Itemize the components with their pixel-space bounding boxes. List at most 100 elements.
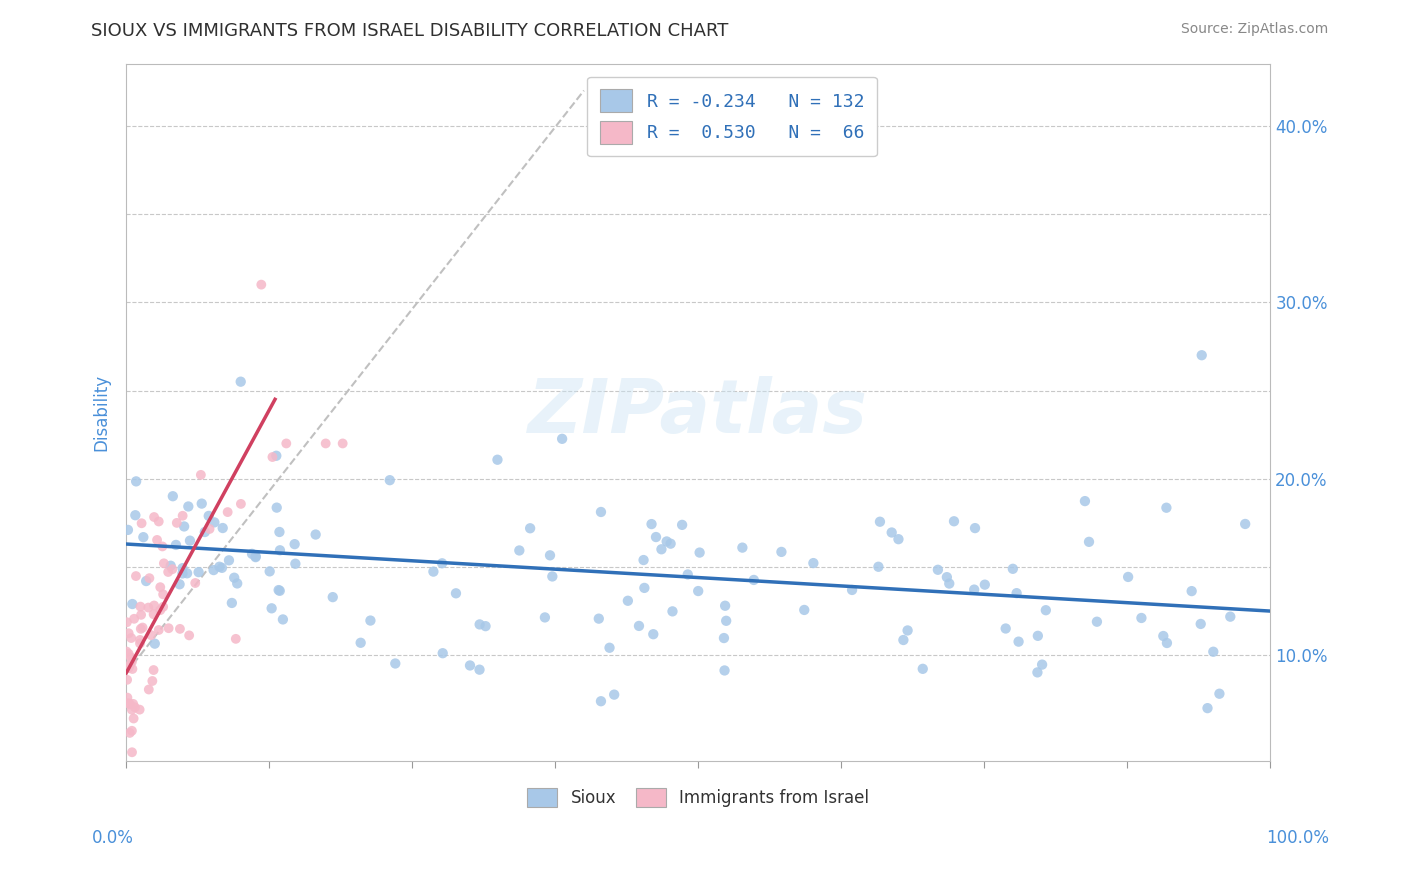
Point: [245, 549, 267, 564]
Point: [129, 607, 152, 622]
Point: [115, 644, 138, 658]
Point: [1035, 603, 1057, 617]
Point: [627, 619, 650, 633]
Point: [226, 576, 249, 591]
Point: [688, 584, 710, 599]
Point: [259, 565, 281, 579]
Point: [121, 745, 143, 759]
Point: [650, 542, 672, 557]
Point: [202, 516, 225, 530]
Point: [122, 697, 145, 711]
Point: [146, 533, 169, 547]
Point: [1007, 634, 1029, 648]
Point: [262, 450, 284, 464]
Point: [617, 594, 640, 608]
Point: [177, 500, 200, 514]
Point: [911, 662, 934, 676]
Point: [880, 525, 903, 540]
Point: [935, 570, 957, 584]
Point: [486, 452, 509, 467]
Point: [149, 603, 172, 617]
Point: [118, 661, 141, 675]
Point: [588, 612, 610, 626]
Point: [142, 607, 165, 622]
Point: [143, 637, 166, 651]
Point: [269, 543, 291, 558]
Point: [172, 566, 194, 581]
Point: [973, 577, 995, 591]
Point: [129, 632, 152, 647]
Point: [551, 432, 574, 446]
Point: [187, 565, 209, 579]
Point: [508, 543, 530, 558]
Point: [149, 580, 172, 594]
Point: [269, 524, 291, 539]
Point: [994, 622, 1017, 636]
Point: [138, 600, 160, 615]
Point: [468, 617, 491, 632]
Point: [519, 521, 541, 535]
Point: [138, 571, 160, 585]
Point: [887, 532, 910, 546]
Point: [129, 622, 152, 636]
Legend: Sioux, Immigrants from Israel: Sioux, Immigrants from Israel: [519, 780, 877, 815]
Point: [152, 599, 174, 614]
Point: [135, 574, 157, 588]
Point: [1005, 586, 1028, 600]
Point: [322, 590, 344, 604]
Point: [229, 497, 252, 511]
Point: [1026, 629, 1049, 643]
Point: [142, 663, 165, 677]
Point: [938, 576, 960, 591]
Point: [118, 698, 141, 712]
Point: [643, 627, 665, 641]
Point: [121, 662, 143, 676]
Point: [129, 599, 152, 614]
Point: [742, 573, 765, 587]
Point: [1001, 562, 1024, 576]
Point: [179, 628, 201, 642]
Point: [128, 703, 150, 717]
Point: [211, 561, 233, 575]
Point: [963, 521, 986, 535]
Point: [927, 563, 949, 577]
Point: [266, 500, 288, 515]
Point: [1085, 615, 1108, 629]
Point: [1116, 570, 1139, 584]
Point: [1026, 665, 1049, 680]
Point: [731, 541, 754, 555]
Point: [190, 497, 212, 511]
Point: [131, 516, 153, 531]
Point: [269, 583, 291, 598]
Point: [671, 517, 693, 532]
Point: [117, 523, 139, 537]
Point: [655, 534, 678, 549]
Point: [172, 561, 194, 575]
Point: [474, 619, 496, 633]
Point: [770, 545, 793, 559]
Point: [115, 673, 138, 687]
Point: [124, 508, 146, 523]
Text: SIOUX VS IMMIGRANTS FROM ISRAEL DISABILITY CORRELATION CHART: SIOUX VS IMMIGRANTS FROM ISRAEL DISABILI…: [91, 22, 728, 40]
Point: [599, 640, 621, 655]
Point: [332, 436, 354, 450]
Point: [689, 545, 711, 559]
Point: [169, 622, 191, 636]
Point: [152, 540, 174, 554]
Point: [378, 473, 401, 487]
Point: [245, 550, 267, 565]
Point: [152, 587, 174, 601]
Point: [801, 556, 824, 570]
Point: [143, 599, 166, 613]
Point: [793, 603, 815, 617]
Point: [169, 577, 191, 591]
Point: [138, 682, 160, 697]
Point: [589, 505, 612, 519]
Point: [218, 553, 240, 567]
Point: [714, 614, 737, 628]
Point: [124, 700, 146, 714]
Point: [125, 569, 148, 583]
Point: [121, 655, 143, 669]
Point: [1189, 616, 1212, 631]
Point: [1078, 534, 1101, 549]
